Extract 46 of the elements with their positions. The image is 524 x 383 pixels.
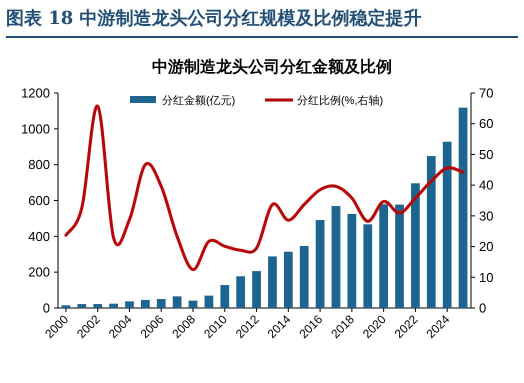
bar — [363, 224, 372, 308]
y-tick-label: 800 — [28, 157, 50, 172]
y-tick-label: 1200 — [21, 86, 50, 100]
bar — [62, 305, 70, 308]
chart-title: 图表 18 中游制造龙头公司分红规模及比例稳定提升 — [6, 8, 422, 29]
y-tick-label: 400 — [28, 228, 50, 244]
bar — [332, 206, 340, 308]
y-tick-label: 600 — [28, 193, 50, 208]
y2-tick-label: 20 — [479, 239, 494, 254]
y2-tick-label: 70 — [479, 86, 494, 100]
bar — [395, 204, 404, 308]
bar — [125, 301, 134, 308]
bar — [220, 285, 230, 308]
y-tick-label: 0 — [42, 300, 50, 316]
line-series — [64, 104, 465, 272]
y2-tick-label: 60 — [479, 116, 494, 132]
bar — [172, 296, 182, 308]
bar — [458, 108, 468, 308]
bar — [347, 214, 356, 308]
bar — [426, 156, 436, 308]
bar — [252, 271, 261, 308]
bar — [156, 299, 166, 308]
bar — [379, 204, 388, 308]
y2-tick-label: 40 — [479, 178, 494, 193]
bar — [442, 142, 452, 308]
bar — [268, 256, 277, 308]
y-tick-label: 200 — [28, 264, 50, 280]
chart-subtitle: 中游制造龙头公司分红金额及比例 — [152, 57, 392, 76]
legend-label: 分红金额(亿元) — [162, 94, 236, 107]
legend-label: 分红比例(%,右轴) — [297, 94, 384, 107]
y2-tick-label: 10 — [479, 270, 494, 285]
bar — [140, 300, 150, 308]
y2-tick-label: 50 — [479, 146, 494, 162]
y2-tick-label: 0 — [479, 300, 486, 316]
bar — [204, 296, 214, 308]
bar — [188, 300, 198, 308]
bar — [109, 304, 118, 308]
bar — [316, 220, 324, 308]
bar — [300, 246, 309, 308]
bar — [93, 304, 102, 308]
bar — [77, 304, 86, 308]
bar — [236, 276, 246, 308]
bar — [284, 252, 293, 308]
bar — [411, 183, 420, 308]
y2-tick-label: 30 — [479, 208, 494, 224]
y-tick-label: 1000 — [21, 121, 50, 136]
